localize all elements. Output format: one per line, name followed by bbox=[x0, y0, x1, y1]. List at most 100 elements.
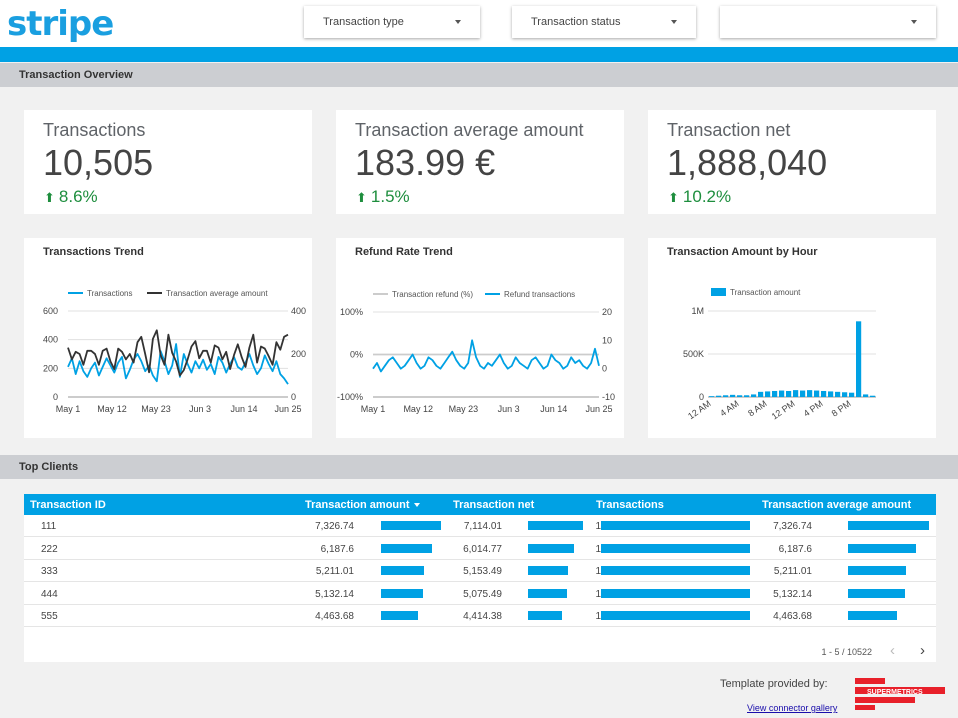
cell-bar-tx bbox=[601, 588, 750, 598]
cell-amount: 7,326.74 bbox=[315, 521, 354, 532]
filter-label: Transaction type bbox=[323, 16, 404, 28]
column-header-average-amount[interactable]: Transaction average amount bbox=[762, 499, 912, 511]
cell-net: 4,414.38 bbox=[463, 611, 502, 622]
cell-bar-amount bbox=[381, 566, 424, 575]
cell-transaction-id: 444 bbox=[41, 588, 58, 600]
transaction-type-filter[interactable]: Transaction type bbox=[304, 6, 480, 38]
y-tick-label-left: 200 bbox=[43, 363, 58, 373]
x-tick-label: May 1 bbox=[361, 404, 386, 414]
arrow-up-icon: ⬆ bbox=[668, 190, 679, 205]
bar bbox=[765, 391, 771, 397]
cell-transaction-id: 111 bbox=[41, 521, 57, 532]
y-tick-label-left: 600 bbox=[43, 306, 58, 316]
y-tick-label: 500K bbox=[683, 349, 704, 359]
x-tick-label: May 12 bbox=[403, 404, 433, 414]
bar bbox=[814, 390, 820, 397]
bar bbox=[786, 390, 792, 397]
kpi-label: Transaction average amount bbox=[355, 120, 584, 140]
cell-bar-net bbox=[528, 566, 568, 575]
column-header-transaction-id[interactable]: Transaction ID bbox=[30, 499, 106, 511]
cell-bar-net bbox=[528, 543, 575, 553]
refund-rate-trend-chart[interactable]: 100% 0% -100% 20 10 0 -10 May 1 May 12 May 23 Jun … bbox=[336, 238, 624, 438]
date-range-filter[interactable] bbox=[720, 6, 936, 38]
y-tick-label-left: 400 bbox=[43, 335, 58, 345]
y-tick-label-left: 0 bbox=[53, 392, 58, 402]
column-header-transactions[interactable]: Transactions bbox=[596, 499, 664, 511]
table-row[interactable]: 111 7,326.74 7,114.01 1 7,326.74 bbox=[24, 515, 936, 537]
y-tick-label-right: 20 bbox=[602, 307, 612, 317]
y-tick-label-left: 0% bbox=[350, 350, 363, 360]
cell-bar-amount bbox=[381, 521, 441, 530]
x-tick-label: 4 PM bbox=[802, 398, 825, 418]
bar bbox=[828, 391, 834, 397]
table-row[interactable]: 555 4,463.68 4,414.38 1 4,463.68 bbox=[24, 605, 936, 627]
kpi-value: 10,505 bbox=[43, 142, 154, 183]
kpi-label: Transaction net bbox=[667, 120, 791, 140]
kpi-delta-value: 10.2% bbox=[682, 187, 732, 206]
y-tick-label-left: 100% bbox=[340, 307, 363, 317]
pagination-label: 1 - 5 / 10522 bbox=[821, 647, 872, 657]
chart-title: Refund Rate Trend bbox=[355, 246, 453, 258]
stripe-logo: stripe bbox=[7, 4, 114, 44]
sort-descending-icon bbox=[413, 503, 420, 508]
transactions-trend-chart[interactable]: 600 400 200 0 400 200 0 May 1 May 12 May 23 Jun 3 J… bbox=[24, 238, 312, 438]
supermetrics-wordmark: SUPERMETRICS bbox=[867, 689, 923, 696]
y-tick-label-left: -100% bbox=[337, 392, 363, 402]
cell-bar-avg bbox=[848, 611, 898, 620]
legend-swatch bbox=[711, 288, 726, 296]
bar bbox=[772, 390, 778, 397]
cell-avg: 5,211.01 bbox=[773, 566, 812, 577]
supermetrics-logo[interactable]: SUPERMETRICS bbox=[855, 678, 945, 710]
section-header-top-clients: Top Clients bbox=[0, 455, 958, 479]
kpi-label: Transactions bbox=[43, 120, 146, 140]
bar bbox=[807, 390, 813, 397]
column-header-transaction-net[interactable]: Transaction net bbox=[453, 499, 535, 511]
legend-label: Refund transactions bbox=[504, 290, 575, 299]
chart-card-refund-rate-trend: Refund Rate Trend 100% 0% -100% 20 10 0 -10 May… bbox=[336, 238, 624, 438]
kpi-delta-value: 1.5% bbox=[370, 187, 410, 206]
cell-bar-net bbox=[528, 611, 563, 620]
kpi-card-transactions: Transactions 10,505 ⬆ 8.6% bbox=[24, 110, 312, 214]
x-tick-label: Jun 14 bbox=[230, 404, 257, 414]
cell-bar-avg bbox=[848, 566, 906, 575]
cell-bar-tx bbox=[601, 543, 750, 553]
bar bbox=[849, 392, 855, 397]
cell-transaction-id: 555 bbox=[41, 611, 58, 622]
cell-bar-avg bbox=[848, 521, 929, 530]
cell-net: 5,075.49 bbox=[463, 588, 502, 600]
table-row[interactable]: 333 5,211.01 5,153.49 1 5,211.01 bbox=[24, 560, 936, 582]
transaction-status-filter[interactable]: Transaction status bbox=[512, 6, 696, 38]
cell-bar-amount bbox=[381, 543, 432, 553]
cell-net: 5,153.49 bbox=[463, 566, 502, 577]
cell-tx: 1 bbox=[595, 611, 601, 622]
bar bbox=[842, 392, 848, 397]
kpi-value: 1,888,040 bbox=[667, 142, 828, 183]
bar bbox=[800, 390, 806, 397]
y-tick-label-right: 10 bbox=[602, 335, 612, 345]
series-line bbox=[67, 329, 289, 377]
bar bbox=[821, 390, 827, 397]
bar bbox=[751, 394, 757, 397]
cell-avg: 5,132.14 bbox=[773, 588, 812, 600]
section-header-overview: Transaction Overview bbox=[0, 63, 958, 87]
cell-bar-avg bbox=[848, 543, 917, 553]
series-line bbox=[372, 339, 600, 373]
cell-bar-avg bbox=[848, 588, 905, 598]
cell-transaction-id: 222 bbox=[41, 543, 58, 555]
column-header-transaction-amount[interactable]: Transaction amount bbox=[305, 499, 420, 511]
chart-card-amount-by-hour: Transaction Amount by Hour 1M 500K 0 12 AM 4… bbox=[648, 238, 936, 438]
chevron-right-icon[interactable]: › bbox=[920, 642, 925, 659]
table-row[interactable]: 444 5,132.14 5,075.49 1 5,132.14 bbox=[24, 583, 936, 605]
bar bbox=[709, 396, 715, 397]
chevron-left-icon[interactable]: ‹ bbox=[890, 642, 895, 659]
table-row[interactable]: 222 6,187.6 6,014.77 1 6,187.6 bbox=[24, 538, 936, 560]
view-connector-gallery-link[interactable]: View connector gallery bbox=[747, 703, 838, 713]
table-header: Transaction ID Transaction amount Transa… bbox=[24, 494, 936, 515]
bar bbox=[835, 391, 841, 397]
cell-bar-amount bbox=[381, 611, 418, 620]
x-tick-label: Jun 14 bbox=[540, 404, 567, 414]
legend-label: Transaction average amount bbox=[166, 289, 268, 298]
header-accent-strip bbox=[0, 47, 958, 62]
legend-label: Transaction refund (%) bbox=[392, 290, 473, 299]
